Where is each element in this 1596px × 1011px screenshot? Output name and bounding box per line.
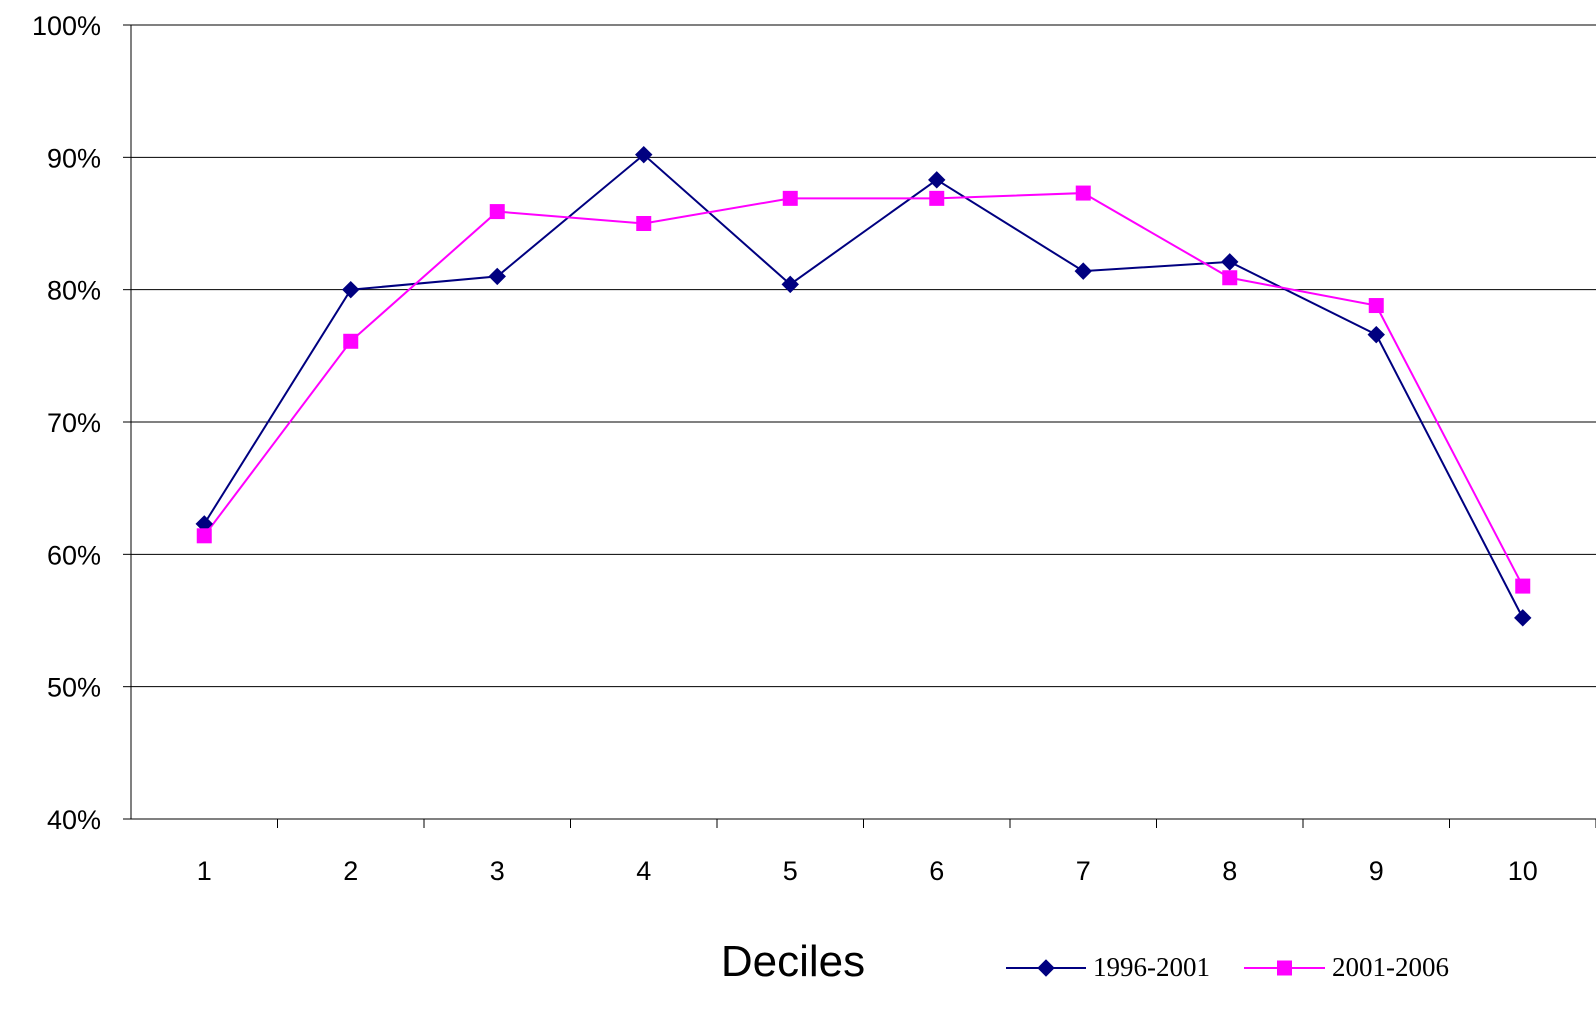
x-tick-label: 6 [929,856,944,886]
series-lines [203,153,1524,619]
data-point-2001-2006 [1222,270,1238,286]
data-point-1996-2001 [635,145,653,164]
y-tick-label: 60% [47,540,101,570]
y-tick-label: 80% [47,276,101,306]
y-tick-label: 50% [47,673,101,703]
data-point-1996-2001 [488,267,506,286]
legend-label: 1996-2001 [1093,952,1210,982]
axes [123,24,1596,828]
y-tick-label: 90% [47,143,101,173]
x-tick-label: 4 [636,856,651,886]
x-tick-label: 5 [783,856,798,886]
data-point-1996-2001 [1514,609,1532,627]
data-point-2001-2006 [1368,298,1384,314]
legend-marker [1277,960,1292,976]
data-point-1996-2001 [1074,262,1092,280]
data-point-2001-2006 [489,204,505,220]
y-tick-label: 100% [32,11,101,41]
x-tick-label: 1 [197,856,212,886]
data-point-2001-2006 [1515,578,1531,594]
data-point-2001-2006 [782,190,798,206]
data-point-2001-2006 [929,190,945,206]
x-tick-label: 2 [343,856,358,886]
y-tick-label: 70% [47,408,101,438]
series-line-2001-2006 [203,192,1524,587]
data-point-2001-2006 [196,528,212,544]
x-axis-title: Deciles [721,937,865,986]
x-tick-label: 9 [1369,856,1384,886]
data-point-1996-2001 [1221,253,1239,271]
gridlines [131,24,1596,688]
y-tick-labels: 40% 50% 60% 70% 80% 90% 100% [32,11,101,835]
data-point-1996-2001 [1367,325,1385,344]
data-point-2001-2006 [636,216,652,231]
x-tick-label: 7 [1076,856,1091,886]
y-tick-label: 40% [47,805,101,835]
data-point-1996-2001 [342,280,360,299]
legend: 1996-2001 2001-2006 [1006,952,1449,982]
x-tick-labels: 1 2 3 4 5 6 7 8 9 10 [197,856,1538,886]
x-tick-label: 8 [1222,856,1237,886]
legend-marker [1037,959,1055,977]
data-point-1996-2001 [781,275,799,294]
legend-label: 2001-2006 [1332,952,1449,982]
x-tick-label: 3 [490,856,505,886]
series-markers [195,145,1532,627]
series-line-1996-2001 [203,153,1524,619]
data-point-2001-2006 [343,333,359,349]
data-point-2001-2006 [1075,185,1091,201]
data-point-1996-2001 [928,171,946,189]
x-tick-label: 10 [1508,856,1538,886]
